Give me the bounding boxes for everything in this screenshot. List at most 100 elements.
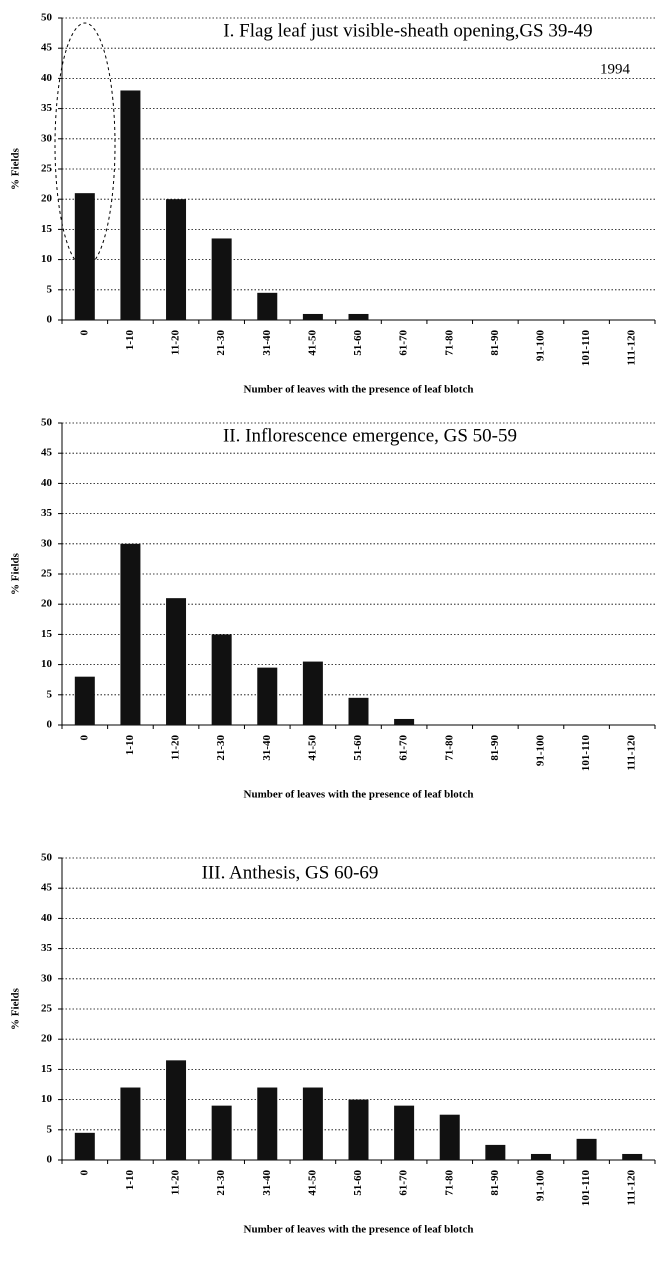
y-tick-label: 15: [41, 1063, 53, 1075]
bar: [302, 661, 323, 725]
bar: [530, 1153, 551, 1160]
x-tick-label: 21-30: [215, 1170, 227, 1196]
bar: [302, 1087, 323, 1160]
x-tick-label: 91-100: [534, 330, 546, 362]
x-tick-label: 1-10: [124, 330, 136, 351]
bar: [257, 1087, 278, 1160]
bar: [348, 1099, 369, 1160]
y-tick-label: 50: [41, 852, 53, 864]
x-tick-label: 71-80: [443, 330, 455, 356]
x-tick-label: 111-120: [626, 330, 638, 366]
y-axis-label: % Fields: [10, 147, 22, 190]
bar: [485, 1144, 506, 1160]
y-tick-label: 5: [47, 688, 53, 700]
bar: [622, 1153, 643, 1160]
y-tick-label: 50: [41, 12, 53, 24]
bar: [211, 634, 232, 725]
bar: [348, 697, 369, 725]
y-tick-label: 45: [41, 882, 53, 894]
y-tick-label: 0: [47, 719, 53, 731]
chart-title: II. Inflorescence emergence, GS 50-59: [223, 425, 517, 446]
y-tick-label: 25: [41, 163, 53, 175]
x-tick-label: 101-110: [580, 1170, 592, 1207]
y-tick-label: 30: [41, 132, 53, 144]
bar: [257, 292, 278, 320]
y-tick-label: 0: [47, 314, 53, 326]
y-tick-label: 45: [41, 447, 53, 459]
annotation: 1994: [600, 61, 631, 77]
y-axis-label: % Fields: [10, 552, 22, 595]
x-tick-label: 31-40: [261, 735, 273, 761]
bar: [166, 199, 187, 320]
y-tick-label: 35: [41, 507, 53, 519]
x-tick-label: 11-20: [170, 330, 182, 356]
x-tick-label: 41-50: [306, 330, 318, 356]
y-tick-label: 20: [41, 598, 53, 610]
x-tick-label: 71-80: [443, 735, 455, 761]
x-tick-label: 61-70: [398, 735, 410, 761]
y-tick-label: 25: [41, 568, 53, 580]
x-tick-label: 81-90: [489, 735, 501, 761]
y-tick-label: 5: [47, 1123, 53, 1135]
x-tick-label: 51-60: [352, 735, 364, 761]
y-tick-label: 0: [47, 1154, 53, 1166]
x-tick-label: 101-110: [580, 735, 592, 772]
x-tick-label: 71-80: [443, 1170, 455, 1196]
highlight-ellipse: [54, 22, 116, 268]
y-tick-label: 45: [41, 42, 53, 54]
x-tick-label: 21-30: [215, 330, 227, 356]
y-tick-label: 5: [47, 283, 53, 295]
bar: [348, 313, 369, 320]
x-tick-label: 51-60: [352, 1170, 364, 1196]
x-tick-label: 81-90: [489, 1170, 501, 1196]
x-tick-label: 0: [78, 1170, 90, 1176]
bar: [394, 1105, 415, 1160]
bar: [120, 90, 141, 320]
bar: [211, 238, 232, 320]
y-tick-label: 35: [41, 102, 53, 114]
y-tick-label: 15: [41, 628, 53, 640]
y-tick-label: 25: [41, 1003, 53, 1015]
y-tick-label: 10: [41, 658, 53, 670]
y-tick-label: 10: [41, 253, 53, 265]
bar: [576, 1138, 597, 1160]
bar: [166, 1060, 187, 1160]
y-tick-label: 40: [41, 477, 53, 489]
x-tick-label: 1-10: [124, 735, 136, 756]
x-tick-label: 61-70: [398, 330, 410, 356]
y-tick-label: 50: [41, 417, 53, 429]
x-tick-label: 11-20: [170, 1170, 182, 1196]
bar: [394, 718, 415, 725]
y-axis-label: % Fields: [10, 987, 22, 1030]
y-tick-label: 35: [41, 942, 53, 954]
x-tick-label: 31-40: [261, 330, 273, 356]
y-tick-label: 20: [41, 193, 53, 205]
x-tick-label: 11-20: [170, 735, 182, 761]
x-tick-label: 1-10: [124, 1170, 136, 1191]
y-tick-label: 15: [41, 223, 53, 235]
x-tick-label: 111-120: [626, 735, 638, 771]
bar: [120, 543, 141, 725]
y-tick-label: 10: [41, 1093, 53, 1105]
bar: [74, 1132, 95, 1160]
y-tick-label: 40: [41, 912, 53, 924]
x-tick-label: 31-40: [261, 1170, 273, 1196]
x-tick-label: 101-110: [580, 330, 592, 367]
x-axis-label: Number of leaves with the presence of le…: [244, 789, 474, 801]
y-tick-label: 30: [41, 537, 53, 549]
x-tick-label: 61-70: [398, 1170, 410, 1196]
x-tick-label: 0: [78, 330, 90, 336]
bar: [439, 1114, 460, 1160]
x-tick-label: 51-60: [352, 330, 364, 356]
chart-title: I. Flag leaf just visible-sheath opening…: [223, 20, 592, 41]
y-tick-label: 20: [41, 1033, 53, 1045]
chart-title: III. Anthesis, GS 60-69: [202, 862, 379, 883]
y-tick-label: 40: [41, 72, 53, 84]
y-tick-label: 30: [41, 972, 53, 984]
x-axis-label: Number of leaves with the presence of le…: [244, 384, 474, 396]
x-tick-label: 81-90: [489, 330, 501, 356]
bar: [257, 667, 278, 725]
x-tick-label: 41-50: [306, 735, 318, 761]
x-tick-label: 0: [78, 735, 90, 741]
